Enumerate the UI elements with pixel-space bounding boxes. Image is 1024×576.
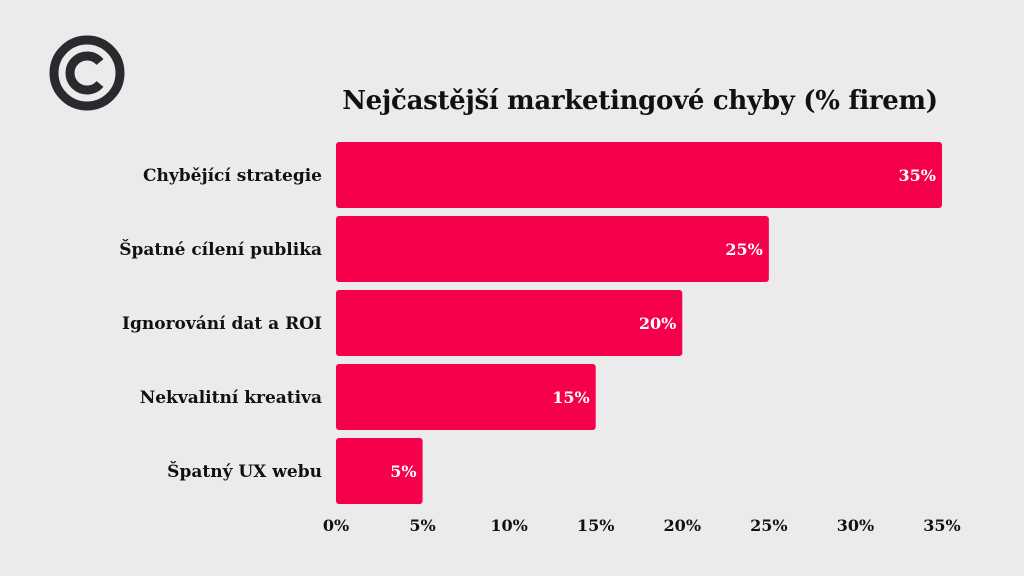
bar-5	[336, 438, 423, 504]
x-tick-label: 15%	[577, 516, 614, 535]
x-tick-label: 30%	[837, 516, 874, 535]
bar-2	[336, 216, 769, 282]
value-label: 15%	[552, 388, 589, 407]
value-label: 25%	[725, 240, 762, 259]
x-tick-label: 0%	[323, 516, 349, 535]
x-tick-label: 10%	[490, 516, 527, 535]
category-label: Špatné cílení publika	[119, 239, 322, 260]
x-tick-label: 25%	[750, 516, 787, 535]
x-tick-label: 5%	[409, 516, 435, 535]
x-tick-label: 20%	[664, 516, 701, 535]
bar-1	[336, 142, 942, 208]
copyright-icon	[49, 35, 125, 111]
bar-3	[336, 290, 683, 356]
category-label: Chybějící strategie	[143, 166, 322, 186]
category-label: Ignorování dat a ROI	[122, 314, 322, 334]
category-label: Špatný UX webu	[167, 461, 322, 482]
value-label: 35%	[899, 166, 936, 185]
category-label: Nekvalitní kreativa	[140, 388, 322, 408]
value-label: 5%	[390, 462, 416, 481]
chart-title: Nejčastější marketingové chyby (% firem)	[342, 86, 938, 116]
value-label: 20%	[639, 314, 676, 333]
bar-4	[336, 364, 596, 430]
x-tick-label: 35%	[923, 516, 960, 535]
